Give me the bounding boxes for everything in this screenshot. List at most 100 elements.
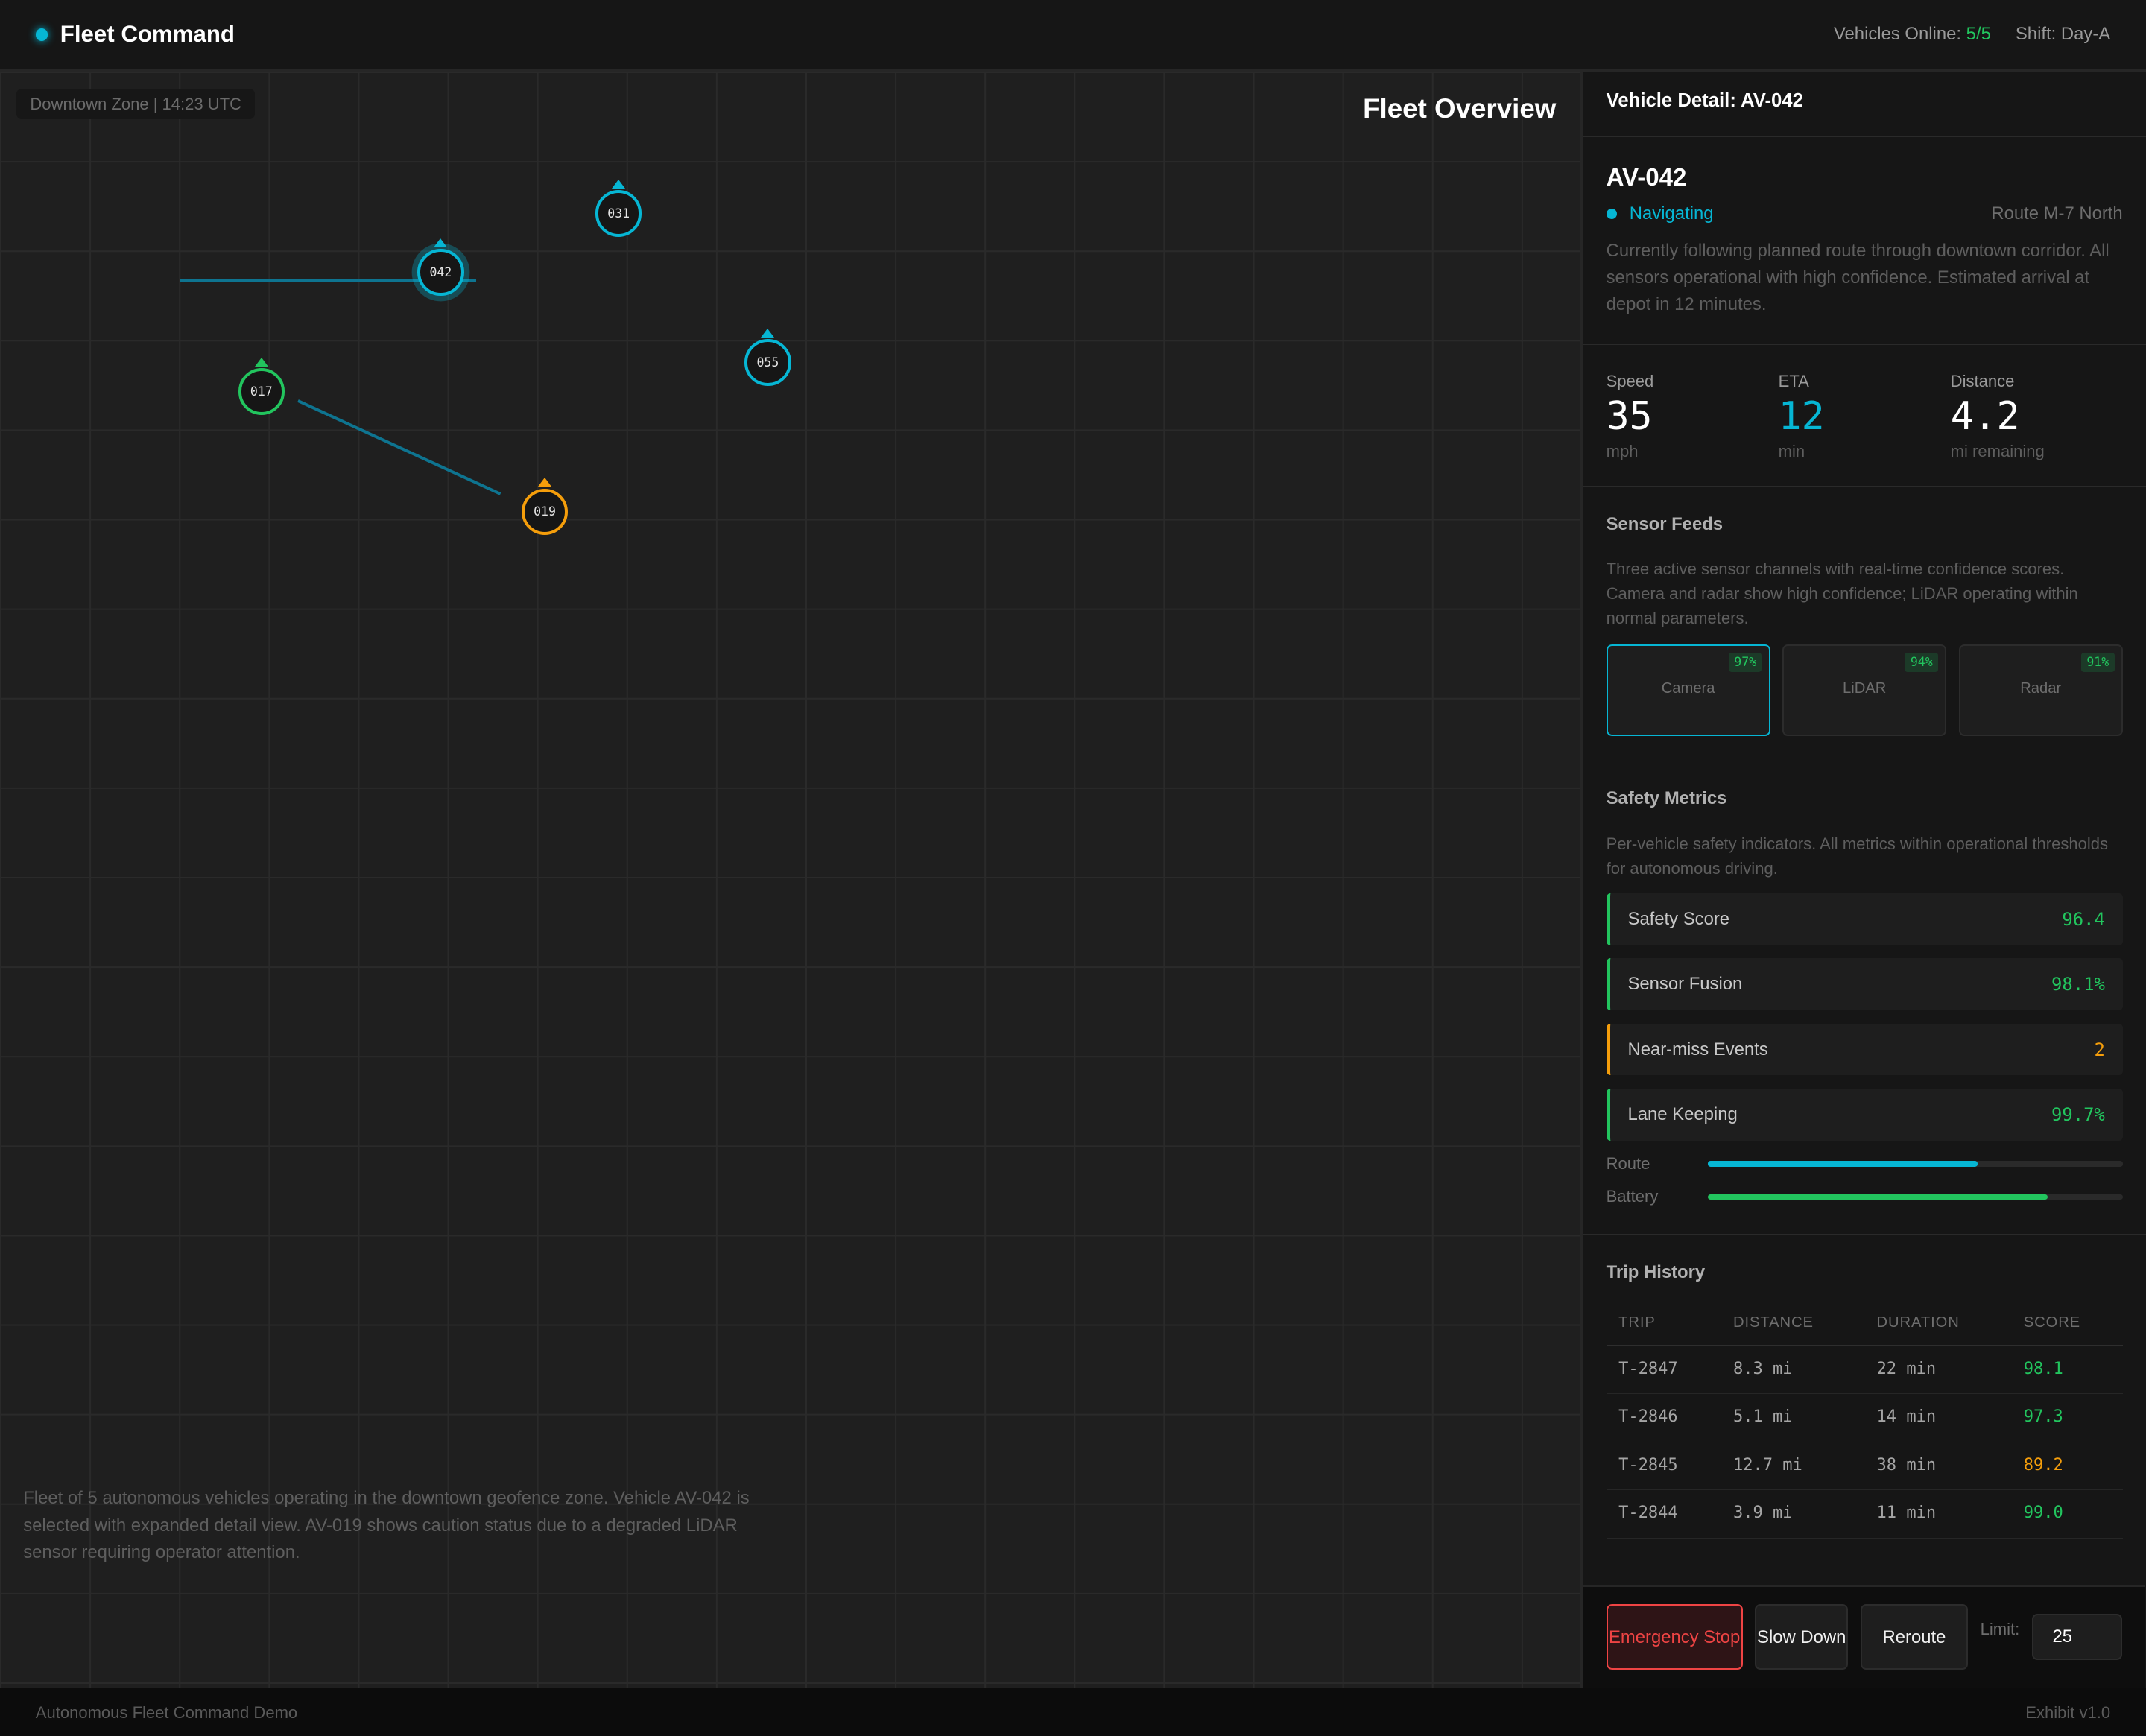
metric-label: Sensor Fusion xyxy=(1627,974,1743,995)
section-title: Safety Metrics xyxy=(1606,788,1727,809)
emergency-stop-button[interactable]: Emergency Stop xyxy=(1606,1604,1743,1670)
top-bar: Fleet Command Vehicles Online: 5/5 Shift… xyxy=(0,0,2146,72)
vehicle-marker-055[interactable]: 055 xyxy=(744,329,791,386)
vehicle-summary: AV-042 Navigating Route M-7 North Curren… xyxy=(1583,137,2146,345)
cell-duration: 38 min xyxy=(1864,1442,2012,1491)
vehicles-online-label: Vehicles Online: xyxy=(1833,24,1962,45)
column-header: SCORE xyxy=(2011,1302,2123,1346)
sensor-name: Camera xyxy=(1661,679,1715,697)
heading-arrow-icon xyxy=(254,358,268,367)
vehicle-stats: Speed 35 mph ETA 12 min Distance 4.2 mi remain… xyxy=(1583,345,2146,487)
map-description: Fleet of 5 autonomous vehicles operating… xyxy=(23,1487,750,1563)
stat-speed: Speed 35 mph xyxy=(1607,372,1779,460)
vehicle-description: Currently following planned route throug… xyxy=(1606,241,2109,315)
table-row[interactable]: T-2844 3.9 mi 11 min 99.0 xyxy=(1606,1489,2123,1539)
footer-left: Autonomous Fleet Command Demo xyxy=(35,1702,298,1722)
speed-limit-input[interactable] xyxy=(2031,1614,2123,1661)
metric-value: 98.1% xyxy=(2051,974,2105,995)
footer: Autonomous Fleet Command Demo Exhibit v1… xyxy=(0,1688,2146,1736)
action-bar: Emergency Stop Slow Down Reroute Limit: xyxy=(1583,1584,2146,1688)
app-title: Fleet Command xyxy=(60,21,235,48)
cell-distance: 3.9 mi xyxy=(1721,1489,1865,1539)
progress-fill xyxy=(1707,1161,1978,1167)
sensor-card-camera[interactable]: 97% Camera xyxy=(1606,644,1770,736)
stat-label: Speed xyxy=(1606,372,1654,391)
sensor-description: Three active sensor channels with real-t… xyxy=(1606,559,2078,628)
progress-route: Route xyxy=(1607,1154,2123,1173)
footer-version: Exhibit v1.0 xyxy=(2025,1702,2111,1722)
cell-score: 89.2 xyxy=(2011,1442,2123,1491)
metric-value: 96.4 xyxy=(2062,909,2105,931)
confidence-badge: 91% xyxy=(2081,652,2115,673)
vehicle-route: Route M-7 North xyxy=(1991,203,2123,224)
metric-label: Near-miss Events xyxy=(1627,1039,1768,1059)
route-line xyxy=(179,279,477,282)
section-title: Sensor Feeds xyxy=(1606,513,1724,534)
vehicle-marker-042[interactable]: 042 xyxy=(417,238,464,296)
cell-trip: T-2844 xyxy=(1606,1489,1721,1539)
stat-value: 35 xyxy=(1606,394,1653,440)
column-header: DURATION xyxy=(1864,1302,2012,1346)
map-title: Fleet Overview xyxy=(1363,92,1557,124)
table-row[interactable]: T-2847 8.3 mi 22 min 98.1 xyxy=(1606,1345,2123,1394)
sensor-feeds-section: Sensor Feeds Three active sensor channel… xyxy=(1583,487,2146,761)
sensor-card-radar[interactable]: 91% Radar xyxy=(1958,644,2123,736)
cell-duration: 11 min xyxy=(1864,1489,2012,1539)
slow-down-button[interactable]: Slow Down xyxy=(1755,1604,1849,1670)
stat-unit: mi remaining xyxy=(1950,441,2045,460)
cell-score: 97.3 xyxy=(2011,1393,2123,1442)
cell-score: 99.0 xyxy=(2011,1489,2123,1539)
fleet-map[interactable]: Downtown Zone | 14:23 UTC Fleet Overview… xyxy=(0,71,1581,1688)
column-header: DISTANCE xyxy=(1721,1302,1865,1346)
heading-arrow-icon xyxy=(434,238,448,247)
vehicle-id-label: 019 xyxy=(534,504,556,519)
progress-track xyxy=(1707,1194,2123,1200)
status-dot-icon xyxy=(1606,208,1618,220)
sensor-name: LiDAR xyxy=(1842,679,1887,697)
heading-arrow-icon xyxy=(612,180,626,189)
panel-title: Vehicle Detail: AV-042 xyxy=(1583,72,2146,137)
progress-track xyxy=(1707,1161,2123,1167)
safety-metrics-section: Safety Metrics Per-vehicle safety indica… xyxy=(1583,761,2146,1235)
progress-battery: Battery xyxy=(1607,1187,2123,1206)
safety-metric-row: Lane Keeping 99.7% xyxy=(1606,1088,2123,1141)
metric-value: 2 xyxy=(2094,1039,2105,1060)
vehicle-id-label: 031 xyxy=(607,206,630,221)
safety-metric-row: Near-miss Events 2 xyxy=(1606,1023,2123,1076)
vehicle-marker-019[interactable]: 019 xyxy=(521,478,569,536)
cell-distance: 8.3 mi xyxy=(1721,1345,1865,1394)
heading-arrow-icon xyxy=(537,478,551,487)
safety-description: Per-vehicle safety indicators. All metri… xyxy=(1606,834,2109,878)
sensor-card-lidar[interactable]: 94% LiDAR xyxy=(1782,644,1947,736)
cell-distance: 5.1 mi xyxy=(1721,1393,1865,1442)
stat-label: Distance xyxy=(1950,372,2015,391)
table-row[interactable]: T-2846 5.1 mi 14 min 97.3 xyxy=(1606,1393,2123,1442)
shift-label: Shift: Day-A xyxy=(2015,24,2111,45)
cell-duration: 14 min xyxy=(1864,1393,2012,1442)
stat-value: 4.2 xyxy=(1950,394,2020,440)
reroute-button[interactable]: Reroute xyxy=(1860,1604,1969,1670)
stat-distance: Distance 4.2 mi remaining xyxy=(1951,372,2123,460)
vehicle-marker-017[interactable]: 017 xyxy=(238,358,285,415)
table-row[interactable]: T-2845 12.7 mi 38 min 89.2 xyxy=(1606,1442,2123,1491)
progress-label: Route xyxy=(1606,1154,1650,1173)
vehicle-marker-031[interactable]: 031 xyxy=(595,180,642,237)
stat-eta: ETA 12 min xyxy=(1779,372,1951,460)
progress-fill xyxy=(1707,1194,2048,1200)
vehicles-online-value: 5/5 xyxy=(1966,24,1991,45)
vehicle-detail-panel: Vehicle Detail: AV-042 AV-042 Navigating… xyxy=(1580,71,2146,1688)
cell-trip: T-2847 xyxy=(1606,1345,1721,1394)
stat-unit: min xyxy=(1778,441,1805,460)
cell-duration: 22 min xyxy=(1864,1345,2012,1394)
safety-metric-row: Safety Score 96.4 xyxy=(1606,893,2123,946)
progress-label: Battery xyxy=(1606,1187,1659,1206)
cell-trip: T-2845 xyxy=(1606,1442,1721,1491)
status-dot-icon xyxy=(35,28,48,41)
vehicle-id: AV-042 xyxy=(1606,164,1687,192)
heading-arrow-icon xyxy=(761,329,775,338)
column-header: TRIP xyxy=(1606,1302,1721,1346)
vehicle-id-label: 055 xyxy=(756,355,779,370)
zone-label: Downtown Zone | 14:23 UTC xyxy=(16,89,256,120)
stat-unit: mph xyxy=(1606,441,1639,460)
